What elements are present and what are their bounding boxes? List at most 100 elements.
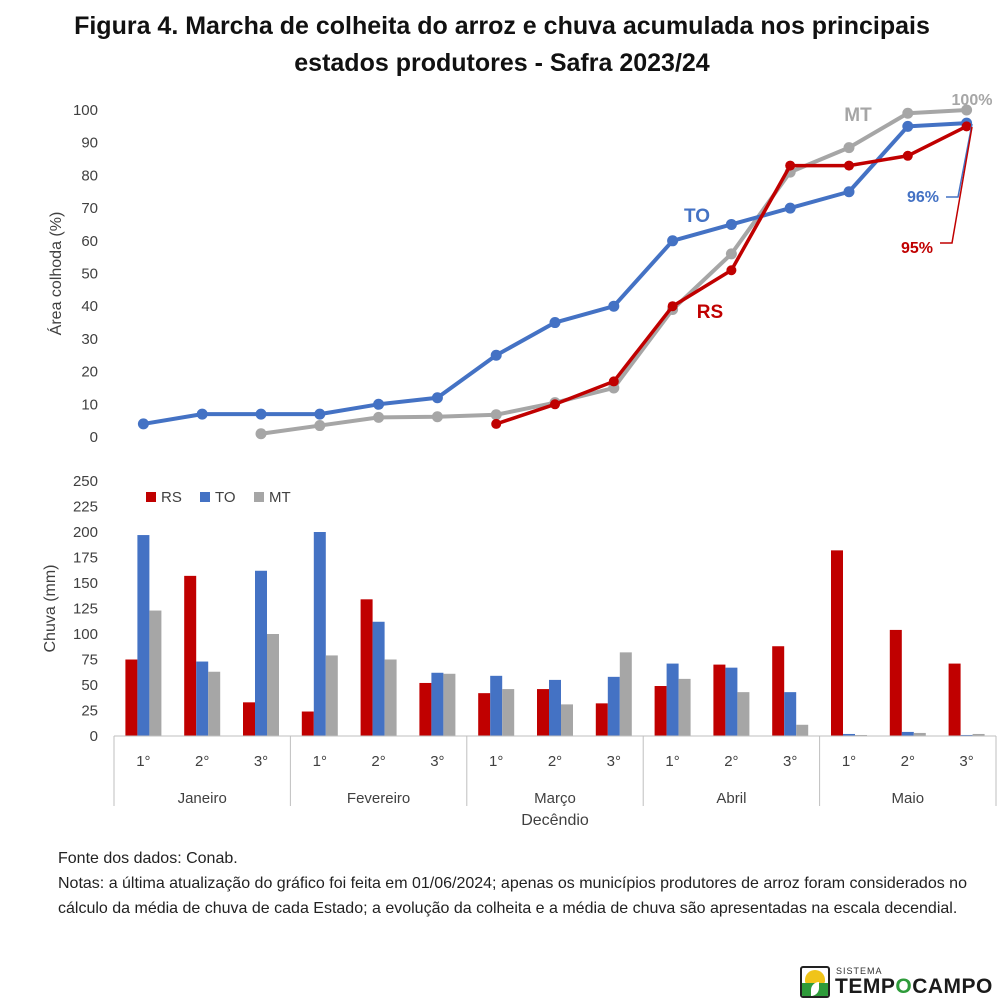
legend-swatch-to [200,492,210,502]
line-y-tick-label: 80 [81,167,98,184]
decendio-tick-label: 2° [724,753,738,770]
bar-y-tick-label: 0 [90,728,98,745]
month-label: Fevereiro [347,790,410,807]
line-point-to [137,418,149,430]
line-point-mt [255,428,267,440]
bar-to [843,733,855,736]
logo-brand-text: TEMPOCAMPO [835,975,993,998]
bar-rs [419,682,432,736]
month-label: Janeiro [178,790,227,807]
bar-to [313,532,326,736]
to-end-label: 96% [907,189,939,206]
line-point-to [725,218,737,230]
bar-to [196,661,209,736]
bar-to [372,621,385,736]
bar-mt [267,634,279,736]
month-label: Março [534,790,576,807]
decendio-tick-label: 1° [842,753,856,770]
bar-rs [125,659,138,736]
rs-end-leader-line [940,126,973,244]
chart-title-line-1: Figura 4. Marcha de colheita do arroz e … [74,12,930,40]
decendio-tick-label: 3° [959,753,973,770]
sun-field-logo-icon [800,966,830,998]
bar-rs [831,550,843,736]
bar-mt [208,671,221,736]
bar-rs [713,664,726,736]
bar-to [549,679,561,736]
bar-mt [737,692,750,736]
line-point-mt [373,411,385,423]
line-y-tick-label: 20 [81,364,98,381]
decendio-tick-label: 1° [313,753,327,770]
decendio-tick-label: 3° [430,753,444,770]
rs-series-label: RS [697,302,723,323]
line-point-rs [902,150,913,161]
line-point-to [667,235,679,247]
decendio-tick-label: 3° [783,753,797,770]
line-point-to [490,349,502,361]
decendio-tick-label: 3° [254,753,268,770]
bar-rs [654,686,667,736]
line-point-mt [490,409,502,421]
chart-canvas: 0 10 20 30 40 50 60 70 80 90 100 Área colhoda (%) MT… [42,92,997,829]
bar-rs [948,663,961,736]
bar-y-tick-label: 50 [81,677,98,694]
bar-to [725,667,738,736]
line-point-mt [431,411,443,423]
bar-mt [325,655,338,736]
legend-swatch-rs [146,492,156,502]
notes-text: Notas: a última atualização do gráfico f… [58,875,967,917]
decendio-tick-label: 2° [195,753,209,770]
bar-to [255,570,267,736]
decendio-tick-label: 1° [489,753,503,770]
bar-mt [796,724,809,736]
to-end-leader-line [946,123,973,198]
legend-label-rs: RS [161,489,182,506]
bar-rs [360,599,373,736]
bar-mt [855,734,867,736]
line-point-to [196,408,208,420]
bar-rs [184,575,197,736]
decendio-tick-label: 2° [901,753,915,770]
line-point-to [314,408,326,420]
bar-mt [384,659,397,736]
bar-to [607,676,620,736]
line-point-rs [667,301,678,312]
bar-x-axis-label: Decêndio [521,812,589,829]
bar-to [666,663,679,736]
bar-y-tick-label: 175 [73,550,98,567]
bar-y-tick-label: 225 [73,499,98,516]
bar-y-tick-label: 200 [73,524,98,541]
line-y-tick-label: 50 [81,266,98,283]
line-point-rs [726,265,737,276]
line-y-tick-label: 70 [81,200,98,217]
decendio-tick-label: 2° [548,753,562,770]
line-point-rs [491,418,502,429]
line-y-axis-label: Área colhoda (%) [46,212,65,336]
decendio-tick-label: 2° [371,753,385,770]
bar-rs [301,711,314,736]
line-point-to [902,120,914,132]
line-point-mt [902,107,914,119]
bar-to [431,672,444,736]
line-point-to [843,186,855,198]
bar-y-tick-label: 150 [73,575,98,592]
source-note: Fonte dos dados: Conab. [58,850,238,867]
line-point-mt [725,248,737,260]
bar-to [901,731,914,736]
legend-swatch-mt [254,492,264,502]
bar-to [490,675,503,736]
bar-y-tick-label: 250 [73,473,98,490]
line-point-to [784,202,796,214]
decendio-tick-label: 1° [665,753,679,770]
line-point-to [431,392,443,404]
bar-mt [619,652,632,736]
line-point-to [608,300,620,312]
bar-y-tick-label: 25 [81,703,98,720]
bar-rs [537,689,549,736]
line-y-tick-label: 60 [81,233,98,250]
mt-end-label: 100% [952,92,993,109]
bar-to [137,535,150,736]
bar-y-tick-label: 100 [73,626,98,643]
legend-label-mt: MT [269,489,291,506]
